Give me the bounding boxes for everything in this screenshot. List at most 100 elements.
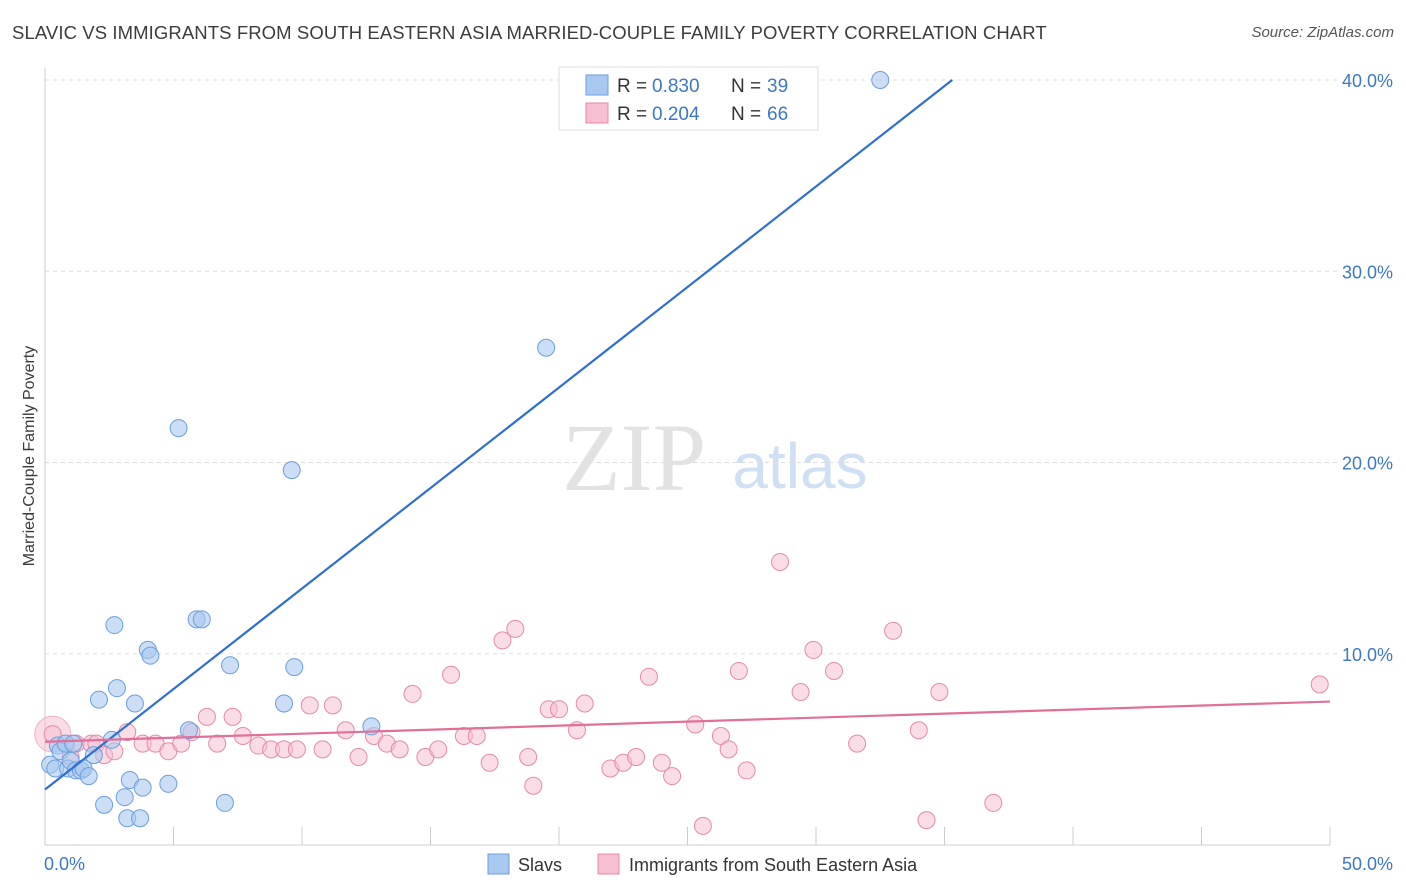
immigrants-point [403, 684, 422, 703]
immigrants-point [917, 811, 936, 830]
slavs-point [192, 610, 211, 629]
immigrants-points [34, 552, 1329, 835]
slavs-point [89, 690, 108, 709]
legend: R = 0.830 N = 39 R = 0.204 N = 66 [558, 66, 819, 131]
immigrants-point [223, 707, 242, 726]
immigrants-point [930, 683, 949, 701]
legend-swatch-slavs [585, 74, 609, 96]
immigrants-point [663, 767, 682, 786]
slavs-point [221, 656, 240, 675]
immigrants-point [467, 726, 486, 745]
slavs-point [282, 461, 301, 480]
immigrants-point [197, 707, 216, 726]
immigrants-point [550, 700, 568, 719]
immigrants-point [323, 696, 342, 715]
immigrants-point [506, 619, 525, 638]
immigrants-point [313, 740, 332, 759]
y-axis-label: Married-Couple Family Poverty [21, 346, 38, 567]
immigrants-point [390, 740, 409, 759]
immigrants-point [172, 734, 191, 753]
x-tick-label-min: 0.0% [44, 854, 85, 874]
immigrants-point [575, 694, 594, 713]
immigrants-point [519, 748, 538, 767]
immigrants-point [686, 715, 705, 734]
immigrants-point [984, 793, 1003, 812]
tick-labels: 10.0% 20.0% 30.0% 40.0% 0.0% 50.0% [44, 71, 1393, 874]
bottom-legend-swatch-immigrants [597, 853, 620, 875]
gridlines [45, 79, 1340, 655]
immigrants-point [909, 721, 928, 740]
y-tick-label-20: 20.0% [1342, 454, 1393, 474]
immigrants-point [429, 740, 448, 759]
slavs-point [275, 694, 294, 713]
slavs-point [159, 774, 178, 793]
immigrants-point [884, 621, 903, 640]
slavs-point [105, 616, 124, 635]
y-tick-label-10: 10.0% [1342, 645, 1393, 665]
trend-lines [44, 79, 1331, 791]
watermark-zip: ZIP [562, 404, 706, 511]
immigrants-point [729, 661, 748, 680]
immigrants-point [336, 721, 355, 740]
legend-n-label-slavs: N = [731, 76, 761, 97]
immigrants-point [824, 661, 843, 680]
immigrants-point [300, 696, 319, 715]
source-label: Source: ZipAtlas.com [1251, 24, 1394, 41]
immigrants-point [349, 748, 368, 767]
slavs-point [215, 793, 234, 812]
slavs-point [871, 71, 890, 89]
slavs-point [95, 795, 114, 814]
immigrants-point [737, 761, 756, 780]
slavs-point [64, 734, 83, 753]
immigrants-point [493, 631, 512, 650]
immigrants-point [442, 665, 461, 684]
legend-r-label-slavs: R = [617, 76, 647, 97]
immigrants-point [771, 552, 790, 571]
slavs-point [141, 646, 160, 665]
watermark-atlas: atlas [732, 430, 867, 502]
immigrants-point [287, 740, 306, 759]
slavs-point [131, 809, 150, 828]
bottom-legend: Slavs Immigrants from South Eastern Asia [487, 853, 918, 875]
slavs-point [125, 694, 144, 713]
bottom-legend-label-immigrants: Immigrants from South Eastern Asia [629, 855, 918, 875]
legend-r-value-immigrants: 0.204 [652, 104, 700, 125]
slavs-point [285, 658, 304, 677]
bottom-legend-label-slavs: Slavs [518, 855, 562, 875]
immigrants-point [652, 753, 671, 772]
bottom-legend-swatch-slavs [487, 853, 510, 875]
immigrants-point [693, 816, 712, 835]
immigrants-point [848, 734, 867, 753]
immigrants-point [719, 740, 738, 759]
x-tick-label-max: 50.0% [1342, 854, 1393, 874]
legend-swatch-immigrants [585, 102, 609, 124]
slavs-point [133, 778, 152, 797]
legend-n-value-slavs: 39 [767, 76, 788, 97]
immigrants-point [791, 683, 810, 701]
immigrants-point [627, 748, 646, 767]
chart-title: SLAVIC VS IMMIGRANTS FROM SOUTH EASTERN … [12, 22, 1047, 43]
y-tick-label-30: 30.0% [1342, 262, 1393, 282]
immigrants-point [524, 776, 543, 795]
immigrants-point [711, 726, 730, 745]
immigrants-point [208, 734, 227, 753]
immigrants-point [1310, 675, 1329, 694]
slavs-point [107, 679, 126, 698]
immigrants-point [480, 753, 499, 772]
immigrants-trend-line [44, 700, 1331, 743]
slavs-point [169, 419, 188, 438]
legend-r-value-slavs: 0.830 [652, 76, 700, 97]
legend-n-value-immigrants: 66 [767, 104, 788, 125]
axes [44, 68, 1331, 846]
slavs-trend-line [44, 79, 953, 791]
slavs-point [537, 338, 556, 357]
legend-r-label-immigrants: R = [617, 104, 647, 125]
y-tick-label-40: 40.0% [1342, 71, 1393, 91]
immigrants-point [639, 667, 658, 686]
legend-n-label-immigrants: N = [731, 104, 761, 125]
slavs-point [79, 767, 98, 786]
slavs-point [84, 746, 103, 765]
slavs-point [115, 788, 134, 807]
immigrants-point [804, 640, 823, 659]
